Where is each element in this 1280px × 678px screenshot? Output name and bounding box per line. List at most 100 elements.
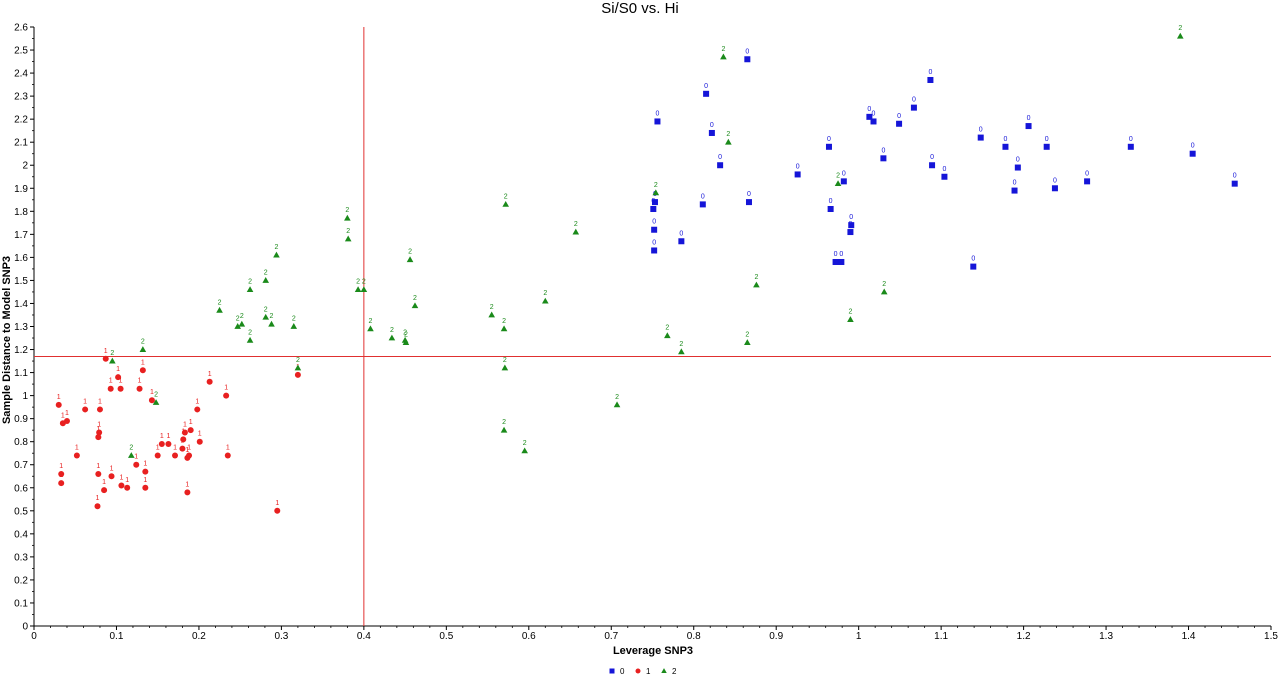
data-point-series-2 [109,357,116,364]
point-label: 2 [369,318,373,325]
point-label: 2 [721,46,725,53]
data-point-series-1 [108,473,115,480]
y-tick-label: 0.1 [14,598,28,609]
data-point-series-1 [94,503,101,510]
data-point-series-2 [262,313,270,320]
x-tick-label: 1.5 [1264,631,1278,642]
data-point-series-1 [186,452,193,459]
reference-lines [34,27,1271,626]
data-point-series-2 [847,316,854,322]
point-label: 2 [274,244,278,251]
data-point-series-2 [360,286,368,293]
data-point-series-0 [1002,143,1009,150]
point-label: 0 [1027,115,1031,122]
point-label: 1 [141,359,145,366]
data-point-series-0 [1051,185,1058,192]
point-label: 0 [1191,143,1195,150]
data-point-series-2 [678,348,685,355]
data-point-series-1 [172,452,179,459]
y-tick-label: 0.2 [14,575,28,586]
data-point-series-1 [294,371,301,378]
data-point-series-1 [133,461,140,468]
point-label: 0 [881,147,885,154]
point-label: 0 [655,110,659,117]
point-label: 2 [346,228,350,235]
data-point-series-1 [179,445,186,452]
x-tick-label: 1.3 [1099,631,1113,642]
data-point-series-0 [840,178,847,185]
point-label: 0 [1013,180,1017,187]
point-label: 0 [1085,170,1089,177]
point-label: 1 [104,348,108,355]
data-point-series-0 [651,247,658,254]
y-tick-label: 0 [22,622,28,633]
data-point-series-2 [502,200,510,207]
y-tick-label: 1.1 [14,368,28,379]
point-label: 1 [96,495,100,502]
data-point-series-2 [725,138,732,145]
data-point-series-2 [744,339,751,346]
data-point-series-1 [180,436,187,443]
data-point-series-0 [1189,150,1196,157]
data-point-series-0 [745,199,752,206]
data-point-series-0 [870,118,877,125]
point-label: 2 [390,327,394,334]
point-label: 0 [1053,177,1057,184]
data-point-series-0 [1025,123,1032,130]
data-point-series-2 [488,311,495,318]
y-tick-label: 1.7 [14,230,28,241]
data-point-series-0 [703,90,710,97]
point-label: 1 [134,454,138,461]
legend-item-0: 0 [609,667,625,676]
legend: 0 1 2 [609,667,677,676]
point-label: 2 [248,329,252,336]
point-label: 0 [1004,136,1008,143]
x-tick-label: 1.4 [1182,631,1196,642]
point-label: 1 [57,394,61,401]
y-tick-label: 1.6 [14,253,28,264]
point-label: 2 [264,306,268,313]
point-label: 2 [523,440,527,447]
point-label: 1 [156,445,160,452]
data-point-series-0 [708,129,715,136]
data-point-series-1 [196,438,203,445]
data-point-series-0 [1043,143,1050,150]
point-label: 1 [59,463,63,470]
data-point-series-0 [651,226,658,233]
data-point-series-1 [158,440,165,447]
data-point-series-0 [1084,178,1091,185]
x-tick-label: 0.8 [687,631,701,642]
data-point-series-1 [58,470,65,477]
point-label: 1 [61,412,65,419]
chart-title: Si/S0 vs. Hi [601,0,679,17]
data-point-series-1 [206,378,213,385]
data-point-series-2 [500,426,508,433]
point-label: 2 [356,279,360,286]
data-point-series-1 [142,468,149,475]
legend-marker [609,668,615,674]
point-label: 0 [652,239,656,246]
point-label: 2 [236,316,240,323]
point-label: 0 [942,166,946,173]
data-point-series-0 [848,222,855,229]
data-point-series-1 [96,406,103,413]
y-tick-label: 2.2 [14,115,28,126]
data-point-series-0 [1231,180,1238,187]
data-point-series-1 [139,367,146,374]
point-label: 1 [119,378,123,385]
data-point-series-0 [977,134,984,141]
y-tick-label: 0.4 [14,529,28,540]
data-point-series-0 [827,206,834,213]
point-label: 1 [109,378,113,385]
y-tick-label: 1 [22,391,28,402]
point-label: 2 [218,299,222,306]
data-point-series-2 [367,325,374,332]
data-point-series-1 [224,452,231,459]
data-point-series-2 [273,251,280,258]
data-point-series-1 [187,427,194,434]
y-tick-label: 1.9 [14,184,28,195]
data-point-series-0 [794,171,801,178]
data-point-series-2 [664,332,671,339]
point-label: 0 [928,69,932,76]
data-point-series-2 [238,320,246,327]
